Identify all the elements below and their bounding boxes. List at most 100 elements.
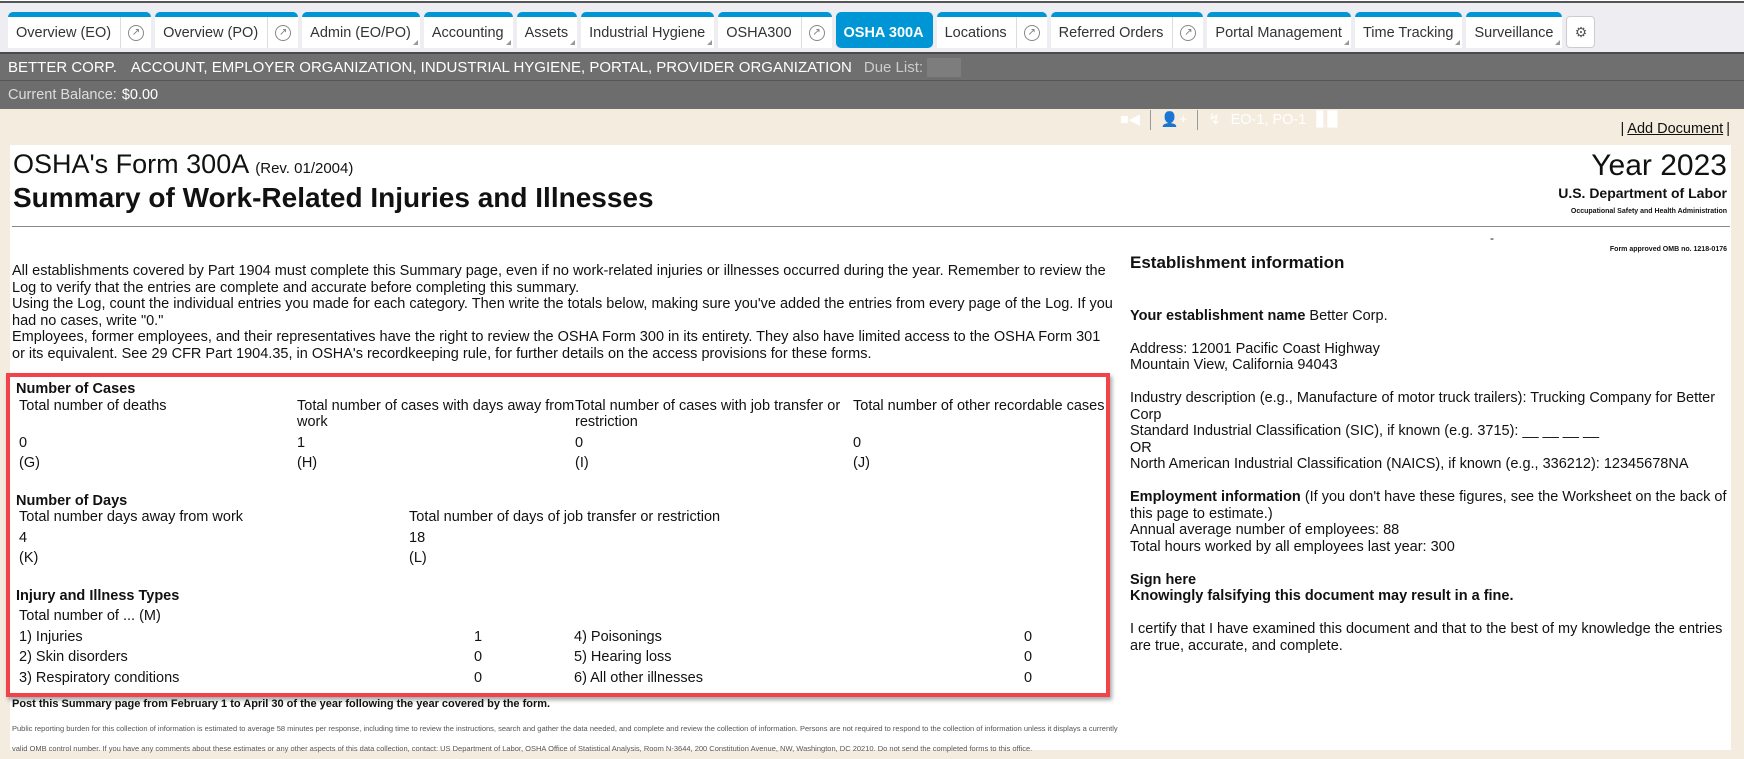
intro-paragraph: All establishments covered by Part 1904 … xyxy=(12,263,1106,296)
tab-surveillance[interactable]: Surveillance xyxy=(1466,12,1563,48)
dropdown-corner-icon xyxy=(570,40,576,45)
balance-value: $0.00 xyxy=(121,87,159,103)
dropdown-corner-icon xyxy=(707,40,713,45)
open-external-button[interactable]: ↗ xyxy=(120,17,151,48)
employment-label: Employment information xyxy=(1130,489,1301,505)
company-name: BETTER CORP. xyxy=(8,58,117,76)
or-text: OR xyxy=(1130,439,1152,456)
tab-label: Time Tracking xyxy=(1362,24,1454,41)
type-value: 0 xyxy=(474,649,483,665)
external-link-icon: ↗ xyxy=(128,24,145,41)
summary-totals-section: Number of Cases Total number of deaths To… xyxy=(6,373,1110,697)
form-revision: (Rev. 01/2004) xyxy=(255,160,354,177)
tab-assets[interactable]: Assets xyxy=(516,12,578,48)
omb-number: Form approved OMB no. 1218-0176 xyxy=(1609,246,1727,253)
form-year: Year 2023 xyxy=(1591,149,1727,182)
total-code: (J) xyxy=(853,455,870,471)
dropdown-corner-icon xyxy=(412,40,418,45)
tab-osha-300a[interactable]: OSHA 300A xyxy=(835,12,933,48)
total-code: (L) xyxy=(409,550,427,566)
total-value: 0 xyxy=(19,434,28,451)
department-name: U.S. Department of Labor xyxy=(1558,185,1727,201)
open-external-button[interactable]: ↗ xyxy=(267,17,298,48)
total-hours: Total hours worked by all employees last… xyxy=(1130,538,1455,555)
type-label: 6) All other illnesses xyxy=(574,669,703,686)
window-top-border xyxy=(0,0,1744,3)
type-value: 0 xyxy=(1024,669,1033,686)
tab-osha300[interactable]: OSHA300 ↗ xyxy=(718,12,832,48)
balance-bar: Current Balance: $0.00 xyxy=(0,81,1744,109)
tab-referred-orders[interactable]: Referred Orders ↗ xyxy=(1050,12,1204,48)
type-label: 2) Skin disorders xyxy=(19,649,128,665)
open-external-button[interactable]: ↗ xyxy=(1172,17,1203,48)
tab-label: Portal Management xyxy=(1215,24,1342,41)
cases-grid: Total number of deaths Total number of ca… xyxy=(16,398,1106,472)
external-link-icon: ↗ xyxy=(808,24,825,41)
tab-overview-eo-[interactable]: Overview (EO) ↗ xyxy=(8,12,152,48)
form-title-text: OSHA's Form 300A xyxy=(13,149,248,179)
tab-industrial-hygiene[interactable]: Industrial Hygiene xyxy=(581,12,715,48)
lightning-icon[interactable]: ↯ xyxy=(1208,111,1221,128)
dropdown-corner-icon xyxy=(1555,40,1561,45)
tab-label: Referred Orders xyxy=(1058,24,1164,41)
video-camera-icon[interactable]: ■◀ xyxy=(1120,111,1140,128)
bar-chart-icon[interactable]: ▋▉ xyxy=(1316,111,1339,128)
total-value: 0 xyxy=(575,434,584,451)
header-divider xyxy=(12,226,1730,227)
tab-admin-eo-po-[interactable]: Admin (EO/PO) xyxy=(302,12,420,48)
org-ids[interactable]: EO-1, PO-1 xyxy=(1230,111,1307,128)
total-label: Total number of cases with job transfer … xyxy=(575,397,841,431)
form-title: OSHA's Form 300A (Rev. 01/2004) xyxy=(13,149,654,180)
gears-icon: ⚙ xyxy=(1574,23,1588,40)
tab-label: Surveillance xyxy=(1474,24,1554,41)
intro-paragraph: Employees, former employees, and their r… xyxy=(12,329,1101,362)
establishment-section: Establishment information Your establish… xyxy=(1130,253,1730,654)
tab-label: Overview (EO) xyxy=(16,24,112,41)
agency-name: Occupational Safety and Health Administr… xyxy=(1570,208,1727,215)
types-heading: Injury and Illness Types xyxy=(16,587,180,604)
due-list-value[interactable] xyxy=(927,57,962,77)
address-line: Mountain View, California 94043 xyxy=(1130,357,1338,373)
tab-label: Assets xyxy=(524,24,569,41)
certification-text: I certify that I have examined this docu… xyxy=(1130,621,1723,654)
dropdown-corner-icon xyxy=(1455,40,1461,45)
address-line: Address: 12001 Pacific Coast Highway xyxy=(1130,340,1380,357)
types-grid: 1) Injuries 1 4) Poisonings 0 2) Skin disord… xyxy=(16,629,1106,687)
open-external-button[interactable]: ↗ xyxy=(800,17,832,48)
total-label: Total number of other recordable cases xyxy=(853,397,1105,414)
types-subheading: Total number of ... (M) xyxy=(19,608,161,624)
type-value: 1 xyxy=(474,628,483,645)
module-tab-bar: Overview (EO) ↗ Overview (PO) ↗ Admin (EO/PO… xyxy=(0,3,1744,52)
name-label: Your establishment name xyxy=(1130,307,1306,324)
days-grid: Total number days away from work Total nu… xyxy=(16,509,1106,567)
total-code: (I) xyxy=(575,455,589,471)
dropdown-corner-icon xyxy=(1343,40,1349,45)
establishment-heading: Establishment information xyxy=(1130,253,1345,272)
employment-info: Employment information (If you don't hav… xyxy=(1130,489,1730,522)
avg-employees: Annual average number of employees: 88 xyxy=(1130,522,1400,538)
add-document-link[interactable]: Add Document xyxy=(1627,121,1724,137)
posting-notice: Post this Summary page from February 1 t… xyxy=(12,698,551,710)
organization-bar: BETTER CORP. ACCOUNT, EMPLOYER ORGANIZAT… xyxy=(0,52,1744,130)
industry-description: Industry description (e.g., Manufacture … xyxy=(1130,390,1716,423)
external-link-icon: ↗ xyxy=(275,24,292,41)
tab-time-tracking[interactable]: Time Tracking xyxy=(1354,12,1463,48)
tab-locations[interactable]: Locations ↗ xyxy=(936,12,1047,48)
tab-overview-po-[interactable]: Overview (PO) ↗ xyxy=(155,12,299,48)
type-label: 5) Hearing loss xyxy=(574,649,672,665)
settings-button[interactable]: ⚙ xyxy=(1566,16,1596,48)
total-label: Total number of cases with days away fro… xyxy=(297,397,575,431)
tab-label: Industrial Hygiene xyxy=(589,24,706,41)
open-external-button[interactable]: ↗ xyxy=(1015,17,1047,48)
tab-accounting[interactable]: Accounting xyxy=(423,12,513,48)
type-value: 0 xyxy=(474,669,483,686)
add-user-icon[interactable]: 👤+ xyxy=(1160,111,1188,128)
total-value: 18 xyxy=(409,529,426,546)
due-list-label: Due List: xyxy=(863,58,924,76)
tab-label: Admin (EO/PO) xyxy=(310,24,411,41)
type-label: 4) Poisonings xyxy=(574,628,662,645)
sign-here: Sign here xyxy=(1130,571,1197,588)
total-code: (G) xyxy=(19,455,40,471)
total-code: (H) xyxy=(297,455,318,471)
tab-portal-management[interactable]: Portal Management xyxy=(1207,12,1351,48)
